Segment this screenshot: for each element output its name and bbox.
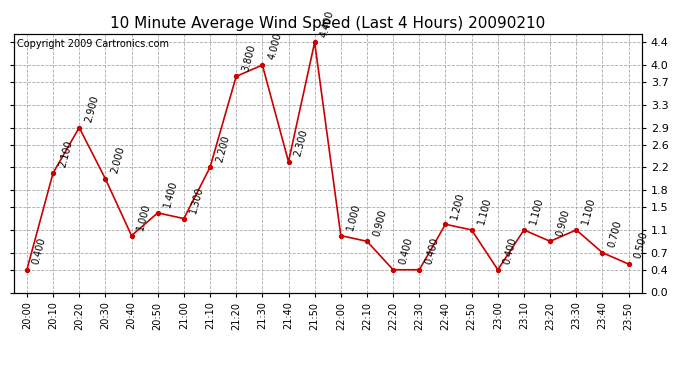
Text: 4.400: 4.400 [319,9,335,38]
Text: 1.300: 1.300 [188,185,205,214]
Text: 1.000: 1.000 [136,202,152,231]
Text: 1.100: 1.100 [580,196,598,226]
Text: 2.000: 2.000 [110,146,126,175]
Text: 2.300: 2.300 [293,128,310,158]
Text: 1.100: 1.100 [528,196,545,226]
Text: 0.500: 0.500 [633,231,649,260]
Text: 1.200: 1.200 [450,191,466,220]
Text: 0.400: 0.400 [397,236,414,266]
Text: 4.000: 4.000 [266,32,284,61]
Text: 2.100: 2.100 [57,140,74,169]
Text: 0.900: 0.900 [371,208,388,237]
Text: 0.400: 0.400 [424,236,440,266]
Title: 10 Minute Average Wind Speed (Last 4 Hours) 20090210: 10 Minute Average Wind Speed (Last 4 Hou… [110,16,545,31]
Text: 2.900: 2.900 [83,94,100,123]
Text: 3.800: 3.800 [240,43,257,72]
Text: Copyright 2009 Cartronics.com: Copyright 2009 Cartronics.com [17,39,169,49]
Text: 0.400: 0.400 [31,236,48,266]
Text: 1.400: 1.400 [162,180,179,209]
Text: 0.700: 0.700 [607,219,624,249]
Text: 0.400: 0.400 [502,236,519,266]
Text: 1.000: 1.000 [345,202,362,231]
Text: 2.200: 2.200 [214,134,231,163]
Text: 1.100: 1.100 [476,196,493,226]
Text: 0.900: 0.900 [554,208,571,237]
